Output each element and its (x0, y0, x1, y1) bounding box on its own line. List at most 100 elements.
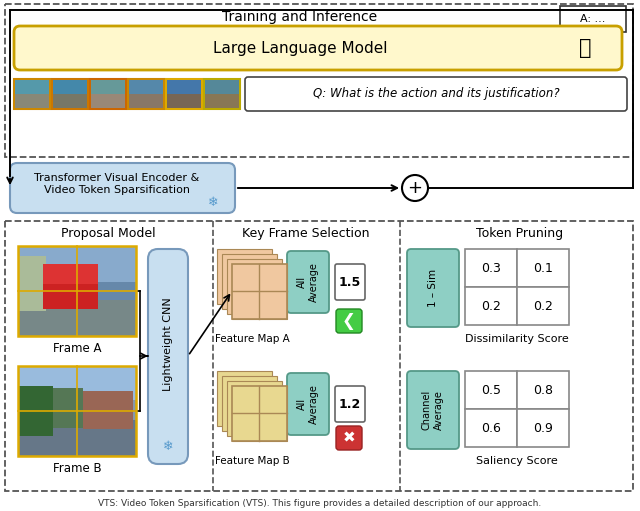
Bar (560, 6, 626, 32)
Text: Transformer Visual Encoder &
Video Token Sparsification: Transformer Visual Encoder & Video Token… (35, 173, 200, 195)
Bar (53, 94, 87, 108)
Text: Lightweight CNN: Lightweight CNN (163, 297, 173, 391)
Text: ❮: ❮ (342, 312, 356, 330)
Bar (18, 256, 46, 311)
Bar (227, 259, 282, 314)
Bar (227, 381, 282, 436)
FancyBboxPatch shape (335, 264, 365, 300)
Bar (217, 371, 272, 426)
Bar (465, 409, 517, 447)
Text: A: ...: A: ... (580, 14, 605, 24)
Bar (15, 80, 49, 94)
Text: 0.8: 0.8 (533, 383, 553, 397)
Text: 0.9: 0.9 (533, 422, 553, 434)
Circle shape (402, 175, 428, 201)
Bar (465, 249, 517, 287)
Text: Channel
Average: Channel Average (422, 390, 444, 430)
Bar (128, 79, 164, 109)
Bar (465, 287, 517, 325)
Bar (166, 79, 202, 109)
Bar (222, 254, 277, 309)
Bar (18, 246, 136, 336)
FancyBboxPatch shape (335, 386, 365, 422)
Bar (90, 79, 126, 109)
Text: 1 – Sim: 1 – Sim (428, 269, 438, 307)
Text: Saliency Score: Saliency Score (476, 456, 558, 466)
Bar (18, 246, 136, 336)
Bar (129, 80, 163, 94)
Text: ❄: ❄ (208, 197, 218, 210)
Bar (465, 371, 517, 409)
Text: ✖: ✖ (342, 430, 355, 446)
Text: Q: What is the action and its justification?: Q: What is the action and its justificat… (313, 87, 559, 101)
Bar (232, 386, 287, 441)
Bar (15, 94, 49, 108)
Text: VTS: Video Token Sparsification (VTS). This figure provides a detailed descripti: VTS: Video Token Sparsification (VTS). T… (99, 499, 541, 508)
Text: Feature Map B: Feature Map B (214, 456, 289, 466)
Text: 0.2: 0.2 (481, 299, 501, 313)
Text: ❄: ❄ (163, 439, 173, 453)
FancyBboxPatch shape (14, 26, 622, 70)
Bar (205, 94, 239, 108)
FancyBboxPatch shape (336, 426, 362, 450)
Bar (517, 409, 569, 447)
Text: Large Language Model: Large Language Model (212, 40, 387, 56)
Bar (18, 366, 136, 456)
Text: Training and Inference: Training and Inference (223, 10, 378, 24)
Bar (205, 80, 239, 94)
Bar (53, 388, 83, 428)
Bar (18, 386, 53, 436)
Bar (5, 4, 633, 157)
Text: 1.5: 1.5 (339, 275, 361, 289)
Bar (232, 264, 287, 319)
Bar (222, 376, 277, 431)
Bar (18, 246, 136, 282)
Text: Frame A: Frame A (52, 341, 101, 355)
Bar (232, 386, 287, 441)
Bar (129, 94, 163, 108)
Bar (43, 264, 98, 309)
FancyBboxPatch shape (10, 163, 235, 213)
Text: 0.2: 0.2 (533, 299, 553, 313)
Text: Token Pruning: Token Pruning (476, 227, 564, 241)
Bar (91, 80, 125, 94)
Text: 0.1: 0.1 (533, 262, 553, 274)
Text: 0.6: 0.6 (481, 422, 501, 434)
Text: +: + (408, 179, 422, 197)
Bar (52, 79, 88, 109)
Text: 0.5: 0.5 (481, 383, 501, 397)
Text: Key Frame Selection: Key Frame Selection (243, 227, 370, 241)
Bar (517, 249, 569, 287)
FancyBboxPatch shape (287, 373, 329, 435)
Bar (232, 264, 287, 319)
Bar (53, 80, 87, 94)
Bar (18, 300, 136, 336)
Text: Frame B: Frame B (52, 461, 101, 475)
FancyBboxPatch shape (148, 249, 188, 464)
Text: Proposal Model: Proposal Model (61, 227, 156, 241)
Bar (43, 264, 98, 284)
FancyBboxPatch shape (336, 309, 362, 333)
Bar (167, 94, 201, 108)
FancyBboxPatch shape (245, 77, 627, 111)
Text: 0.3: 0.3 (481, 262, 501, 274)
Text: 🔥: 🔥 (579, 38, 591, 58)
Bar (517, 287, 569, 325)
Text: Feature Map A: Feature Map A (214, 334, 289, 344)
Text: Dissimilarity Score: Dissimilarity Score (465, 334, 569, 344)
FancyBboxPatch shape (407, 371, 459, 449)
Bar (18, 366, 136, 456)
Bar (14, 79, 50, 109)
Bar (167, 80, 201, 94)
Text: All
Average: All Average (297, 262, 319, 302)
Bar (18, 366, 136, 400)
Bar (204, 79, 240, 109)
Bar (217, 249, 272, 304)
Text: All
Average: All Average (297, 384, 319, 424)
Bar (91, 94, 125, 108)
Bar (5, 221, 633, 491)
Text: 1.2: 1.2 (339, 398, 361, 410)
Bar (18, 420, 136, 456)
FancyBboxPatch shape (287, 251, 329, 313)
Bar (517, 371, 569, 409)
